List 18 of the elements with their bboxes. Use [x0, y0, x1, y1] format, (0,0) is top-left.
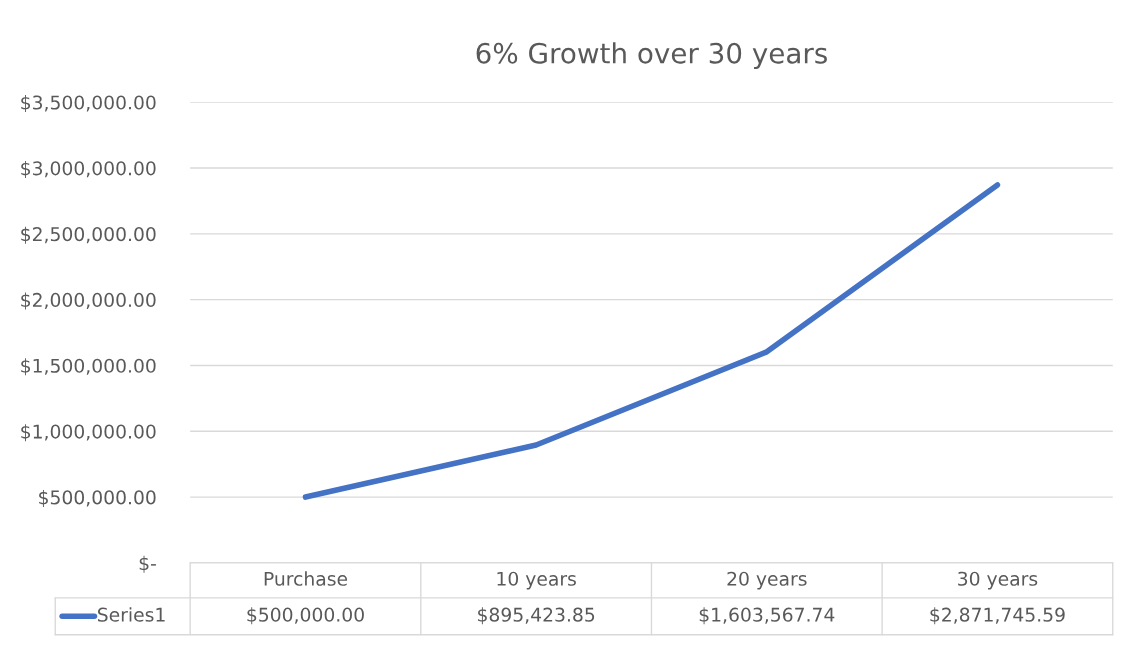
x-tick-label: 30 years — [958, 571, 1038, 590]
data-label: $2,871,745.59 — [930, 607, 1065, 625]
x-tick-label: 20 years — [727, 571, 807, 590]
y-tick-label: $500,000.00 — [39, 489, 156, 507]
x-tick-label: 10 years — [497, 571, 576, 590]
legend-label: Series1 — [97, 607, 165, 622]
data-label: $500,000.00 — [247, 607, 364, 625]
chart-title: 6% Growth over 30 years — [476, 42, 827, 70]
y-tick-label: $2,000,000.00 — [21, 292, 156, 310]
y-tick-label: $3,500,000.00 — [21, 95, 156, 113]
y-tick-label: $1,000,000.00 — [21, 424, 156, 442]
data-label: $1,603,567.74 — [699, 607, 835, 625]
x-tick-label: Purchase — [264, 571, 348, 586]
y-tick-label: $2,500,000.00 — [21, 226, 156, 244]
y-tick-label: $- — [139, 555, 156, 573]
data-label: $895,423.85 — [478, 607, 595, 625]
y-tick-label: $1,500,000.00 — [21, 358, 156, 376]
y-tick-label: $3,000,000.00 — [21, 160, 156, 178]
